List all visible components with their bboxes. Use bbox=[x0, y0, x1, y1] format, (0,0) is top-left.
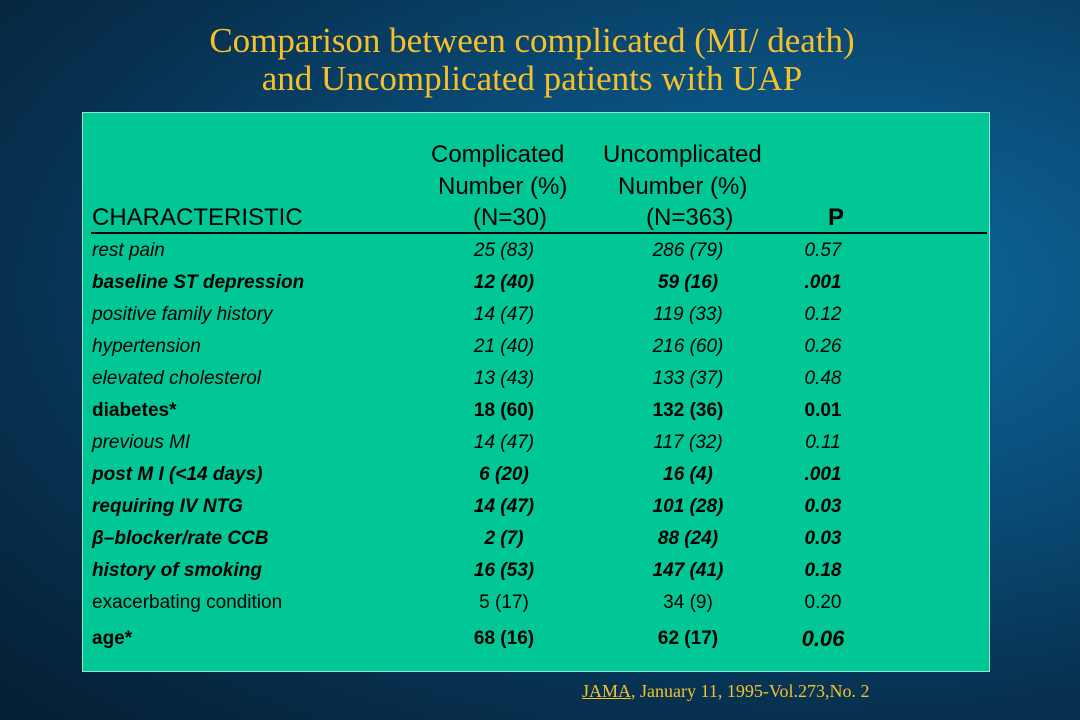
header-uncomplicated-n: (N=363) bbox=[646, 204, 734, 231]
row-p-value: 0.03 bbox=[804, 496, 842, 517]
row-p-value: 0.26 bbox=[804, 336, 842, 357]
row-characteristic: previous MI bbox=[92, 432, 191, 453]
row-uncomplicated-value: 132 (36) bbox=[652, 400, 724, 421]
header-uncomplicated: Uncomplicated bbox=[603, 141, 762, 168]
row-uncomplicated-value: 88 (24) bbox=[657, 528, 719, 549]
header-complicated: Complicated bbox=[431, 141, 565, 168]
row-uncomplicated-value: 216 (60) bbox=[652, 336, 724, 357]
row-characteristic: elevated cholesterol bbox=[92, 368, 261, 389]
row-p-value: 0.48 bbox=[804, 368, 842, 389]
row-characteristic: baseline ST depression bbox=[92, 272, 305, 293]
row-p-value: 0.11 bbox=[805, 432, 841, 453]
table-row: post M I (<14 days) 6 (20) 16 (4) .001 bbox=[83, 460, 991, 490]
title-line-1: Comparison between complicated (MI/ deat… bbox=[209, 21, 855, 60]
header-uncomplicated-number: Number (%) bbox=[618, 173, 748, 200]
row-characteristic: age* bbox=[92, 628, 133, 649]
row-uncomplicated-value: 101 (28) bbox=[652, 496, 724, 517]
row-characteristic: exacerbating condition bbox=[92, 592, 283, 613]
row-complicated-value: 12 (40) bbox=[473, 272, 535, 293]
row-complicated-value: 16 (53) bbox=[473, 560, 535, 581]
row-complicated-value: 6 (20) bbox=[479, 464, 529, 485]
row-characteristic: history of smoking bbox=[92, 560, 262, 581]
row-uncomplicated-value: 34 (9) bbox=[663, 592, 713, 613]
data-table-panel: Complicated Uncomplicated Number (%) Num… bbox=[82, 112, 990, 672]
row-characteristic: β–blocker/rate CCB bbox=[92, 528, 269, 549]
row-complicated-value: 18 (60) bbox=[473, 400, 535, 421]
row-complicated-value: 14 (47) bbox=[473, 496, 535, 517]
table-row: baseline ST depression 12 (40) 59 (16) .001 bbox=[83, 268, 991, 298]
row-uncomplicated-value: 59 (16) bbox=[657, 272, 719, 293]
row-characteristic: rest pain bbox=[92, 240, 165, 261]
row-complicated-value: 14 (47) bbox=[473, 304, 535, 325]
row-characteristic: requiring IV NTG bbox=[92, 496, 243, 517]
citation: JAMA, January 11, 1995-Vol.273,No. 2 bbox=[582, 680, 870, 702]
row-characteristic: post M I (<14 days) bbox=[92, 464, 263, 485]
row-complicated-value: 2 (7) bbox=[484, 528, 524, 549]
row-complicated-value: 25 (83) bbox=[473, 240, 535, 261]
table-row: elevated cholesterol 13 (43) 133 (37) 0.48 bbox=[83, 364, 991, 394]
row-complicated-value: 14 (47) bbox=[473, 432, 535, 453]
row-characteristic: diabetes* bbox=[92, 400, 177, 421]
row-uncomplicated-value: 133 (37) bbox=[652, 368, 724, 389]
row-uncomplicated-value: 286 (79) bbox=[652, 240, 724, 261]
table-row: history of smoking 16 (53) 147 (41) 0.18 bbox=[83, 556, 991, 586]
row-uncomplicated-value: 117 (32) bbox=[653, 432, 723, 453]
row-p-value: 0.57 bbox=[804, 240, 842, 261]
header-p-value: P bbox=[828, 204, 845, 231]
row-characteristic: positive family history bbox=[92, 304, 273, 325]
slide-title: Comparison between complicated (MI/ deat… bbox=[0, 22, 1064, 98]
row-p-value: 0.03 bbox=[804, 528, 842, 549]
table-row: diabetes* 18 (60) 132 (36) 0.01 bbox=[83, 396, 991, 426]
row-complicated-value: 5 (17) bbox=[479, 592, 529, 613]
row-p-value: 0.12 bbox=[804, 304, 842, 325]
table-row: requiring IV NTG 14 (47) 101 (28) 0.03 bbox=[83, 492, 991, 522]
row-uncomplicated-value: 16 (4) bbox=[663, 464, 713, 485]
row-characteristic: hypertension bbox=[92, 336, 201, 357]
row-uncomplicated-value: 119 (33) bbox=[653, 304, 723, 325]
row-p-value: 0.01 bbox=[804, 400, 842, 421]
header-divider bbox=[91, 232, 987, 234]
table-row: positive family history 14 (47) 119 (33) 0.… bbox=[83, 300, 991, 330]
row-complicated-value: 21 (40) bbox=[473, 336, 535, 357]
header-complicated-number: Number (%) bbox=[438, 173, 568, 200]
header-characteristic: CHARACTERISTIC bbox=[92, 204, 303, 231]
row-p-value: 0.18 bbox=[804, 560, 842, 581]
row-p-value: 0.06 bbox=[801, 626, 845, 651]
table-row: rest pain 25 (83) 286 (79) 0.57 bbox=[83, 236, 991, 266]
row-complicated-value: 68 (16) bbox=[473, 628, 535, 649]
row-p-value: .001 bbox=[804, 272, 842, 293]
row-p-value: 0.20 bbox=[804, 592, 842, 613]
table-row: age* 68 (16) 62 (17) 0.06 bbox=[83, 624, 991, 654]
title-line-2: and Uncomplicated patients with UAP bbox=[261, 59, 803, 98]
citation-details: , January 11, 1995-Vol.273,No. 2 bbox=[631, 681, 870, 701]
header-complicated-n: (N=30) bbox=[473, 204, 548, 231]
row-complicated-value: 13 (43) bbox=[473, 368, 535, 389]
table-row: hypertension 21 (40) 216 (60) 0.26 bbox=[83, 332, 991, 362]
table-row: previous MI 14 (47) 117 (32) 0.11 bbox=[83, 428, 991, 458]
table-row: β–blocker/rate CCB 2 (7) 88 (24) 0.03 bbox=[83, 524, 991, 554]
table-row: exacerbating condition 5 (17) 34 (9) 0.20 bbox=[83, 588, 991, 618]
row-uncomplicated-value: 147 (41) bbox=[652, 560, 724, 581]
citation-journal[interactable]: JAMA bbox=[582, 681, 632, 701]
row-p-value: .001 bbox=[804, 464, 842, 485]
row-uncomplicated-value: 62 (17) bbox=[657, 628, 719, 649]
